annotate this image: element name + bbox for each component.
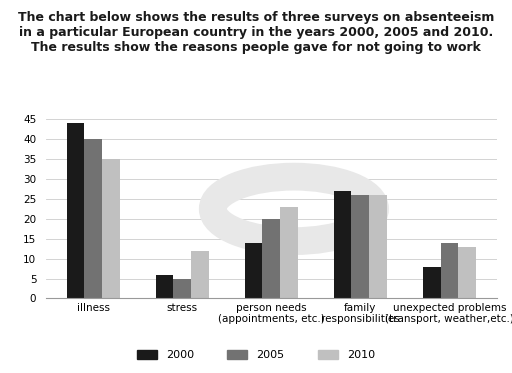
Bar bbox=[67, 123, 84, 298]
Legend: 2000, 2005, 2010: 2000, 2005, 2010 bbox=[134, 347, 378, 364]
Bar bbox=[280, 207, 298, 298]
Bar bbox=[334, 191, 352, 298]
Bar bbox=[263, 219, 280, 298]
Bar bbox=[352, 195, 369, 298]
Bar bbox=[245, 243, 263, 298]
Bar bbox=[102, 159, 120, 298]
Bar bbox=[458, 247, 476, 298]
Bar bbox=[369, 195, 387, 298]
Bar bbox=[84, 139, 102, 298]
Bar bbox=[174, 279, 191, 298]
Bar bbox=[423, 267, 440, 298]
Bar bbox=[440, 243, 458, 298]
Bar bbox=[191, 251, 209, 298]
Bar bbox=[156, 275, 174, 298]
Text: The chart below shows the results of three surveys on absenteeism
in a particula: The chart below shows the results of thr… bbox=[18, 11, 494, 54]
